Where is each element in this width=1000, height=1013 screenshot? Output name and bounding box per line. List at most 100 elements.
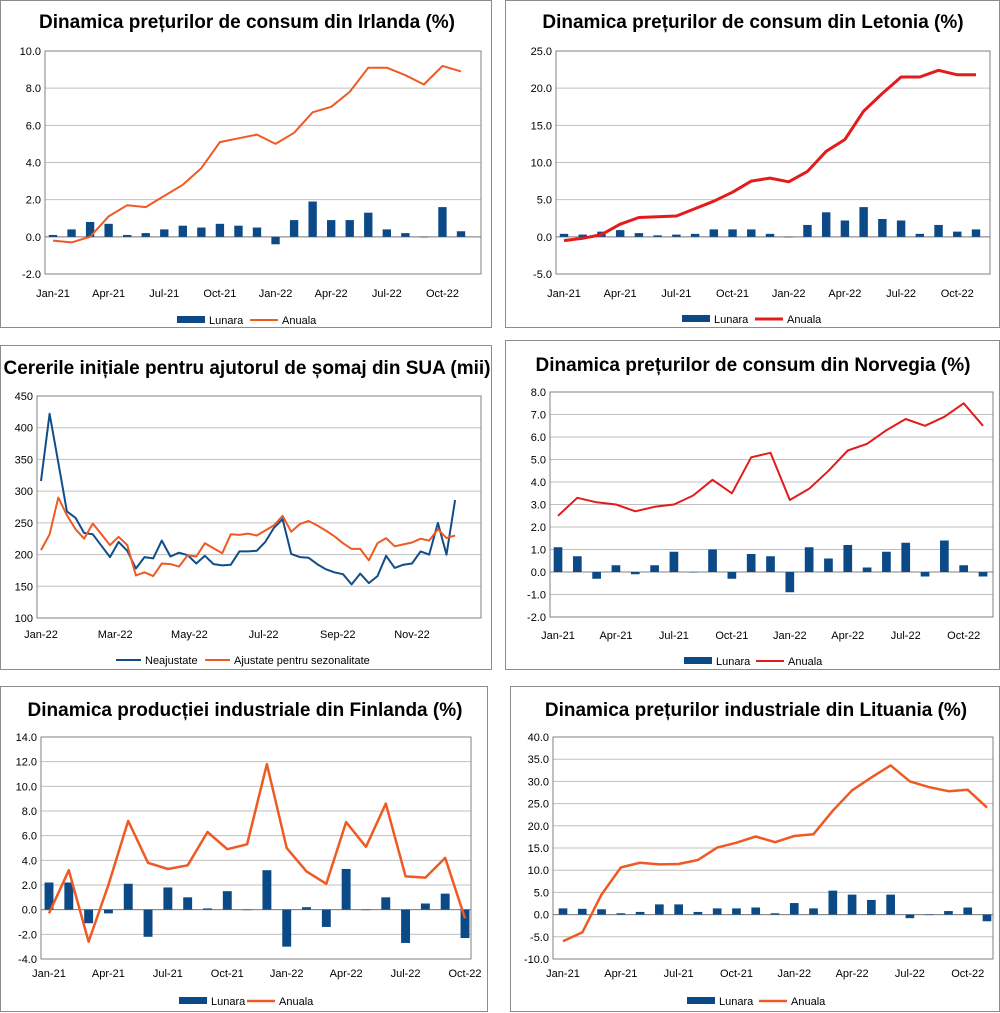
x-tick-label: May-22 [171, 629, 208, 641]
y-tick-label: 4.0 [22, 855, 37, 867]
y-tick-label: 250 [15, 518, 33, 530]
plot-frame [44, 50, 482, 275]
bar [460, 909, 470, 939]
y-tick-label: 100 [15, 613, 33, 625]
y-tick-label: 0.0 [537, 232, 552, 244]
x-tick-label: Jan-22 [772, 288, 806, 300]
legend: Lunara Anuala [684, 656, 823, 668]
bar [559, 233, 569, 237]
bar [364, 212, 373, 237]
bar [708, 549, 717, 572]
bar [785, 572, 795, 593]
bar [85, 221, 95, 237]
y-tick-label: 15.0 [531, 120, 552, 132]
lines [52, 64, 462, 244]
bar [901, 542, 911, 572]
chart-title: Dinamica producției industriale din Finl… [28, 700, 463, 721]
bar [653, 235, 662, 237]
y-tick-label: 5.0 [534, 887, 549, 899]
bar [163, 887, 173, 910]
legend-swatch-lunara [177, 316, 205, 323]
bar [828, 890, 838, 915]
x-axis-ticks: Jan-21 Apr-21 Jul-21 Oct-21 Jan-22 Apr-22 Jul-… [32, 968, 481, 980]
bar [222, 891, 232, 910]
x-tick-label: Apr-22 [315, 288, 348, 300]
bar [382, 229, 391, 237]
bar [635, 911, 645, 915]
y-axis-ticks: 40.0 35.0 30.0 25.0 20.0 15.0 10.0 5.0 0.0 -5.0 -1… [524, 732, 549, 966]
x-tick-label: Jul-22 [391, 968, 421, 980]
y-axis-ticks: 25.0 20.0 15.0 10.0 5.0 0.0 -5.0 [531, 46, 552, 281]
x-tick-label: Apr-21 [599, 630, 632, 642]
legend: Lunara Anuala [177, 315, 317, 327]
chart-panel-finlanda: Dinamica producției industriale din Finl… [0, 686, 488, 1012]
bar [597, 909, 606, 915]
bar [982, 914, 992, 922]
x-tick-label: Jul-22 [372, 288, 402, 300]
bar [824, 558, 833, 572]
y-tick-label: 15.0 [528, 843, 549, 855]
legend-swatch-lunara [687, 997, 715, 1004]
bar [924, 914, 934, 916]
x-tick-label: Jul-21 [661, 288, 691, 300]
x-tick-label: Oct-22 [951, 968, 984, 980]
y-tick-label: 400 [15, 423, 33, 435]
y-tick-label: 3.0 [531, 500, 546, 512]
x-axis-ticks: Jan-21 Apr-21 Jul-21 Oct-21 Jan-22 Apr-22 Jul-… [546, 968, 984, 980]
bar [963, 907, 973, 915]
bar [732, 908, 741, 915]
x-tick-label: Jan-22 [24, 629, 58, 641]
bar [765, 233, 775, 237]
bar [746, 554, 756, 572]
legend-label-anuala: Anuala [788, 656, 823, 668]
y-tick-label: -5.0 [533, 269, 552, 281]
bar [308, 201, 317, 237]
legend-swatch-lunara [179, 997, 207, 1004]
chart-svg-irlanda: Dinamica prețurilor de consum din Irland… [20, 12, 482, 327]
x-tick-label: Jan-22 [773, 630, 807, 642]
y-tick-label: 5.0 [537, 195, 552, 207]
bar [615, 230, 625, 237]
y-tick-label: 0.0 [534, 910, 549, 922]
bar [215, 223, 225, 237]
x-tick-label: Oct-21 [715, 630, 748, 642]
x-tick-label: Apr-22 [828, 288, 861, 300]
legend-label-anuala: Anuala [791, 996, 826, 1008]
y-tick-label: 10.0 [531, 158, 552, 170]
series-line-anuala [562, 764, 988, 943]
x-tick-label: Oct-22 [941, 288, 974, 300]
y-axis-ticks: 450 400 350 300 250 200 150 100 [15, 391, 33, 625]
y-tick-label: 300 [15, 486, 33, 498]
gridlines [44, 50, 482, 275]
chart-title: Dinamica prețurilor de consum din Norveg… [536, 355, 971, 376]
bar [234, 225, 243, 237]
chart-title: Dinamica prețurilor de consum din Letoni… [542, 12, 963, 33]
y-tick-label: -1.0 [527, 590, 546, 602]
series-line-anuala [557, 402, 984, 517]
bars [48, 201, 466, 245]
y-tick-label: -2.0 [18, 929, 37, 941]
y-tick-label: 7.0 [531, 410, 546, 422]
y-tick-label: 4.0 [531, 477, 546, 489]
bar [616, 913, 626, 915]
series-line-neajustate [40, 412, 457, 586]
x-axis-ticks: Jan-21 Apr-21 Jul-21 Oct-21 Jan-22 Apr-22 Jul-… [36, 288, 459, 300]
bar [978, 572, 988, 577]
y-tick-label: 0.0 [26, 232, 41, 244]
bar [456, 231, 466, 237]
bar [302, 907, 311, 910]
x-axis-ticks: Jan-21 Apr-21 Jul-21 Oct-21 Jan-22 Apr-22 Jul-… [547, 288, 974, 300]
chart-svg-letonia: Dinamica prețurilor de consum din Letoni… [531, 12, 991, 326]
bar [709, 229, 719, 237]
y-tick-label: 450 [15, 391, 33, 403]
bar [141, 233, 150, 237]
bar [862, 567, 872, 572]
legend-label-neajustate: Neajustate [145, 655, 198, 667]
bar [650, 565, 659, 572]
bar [401, 233, 410, 237]
y-tick-label: 8.0 [531, 387, 546, 399]
x-tick-label: Jan-21 [541, 630, 575, 642]
chart-panel-norvegia: Dinamica prețurilor de consum din Norveg… [505, 340, 1000, 670]
plot-frame [555, 50, 991, 275]
x-tick-label: Jan-22 [259, 288, 293, 300]
